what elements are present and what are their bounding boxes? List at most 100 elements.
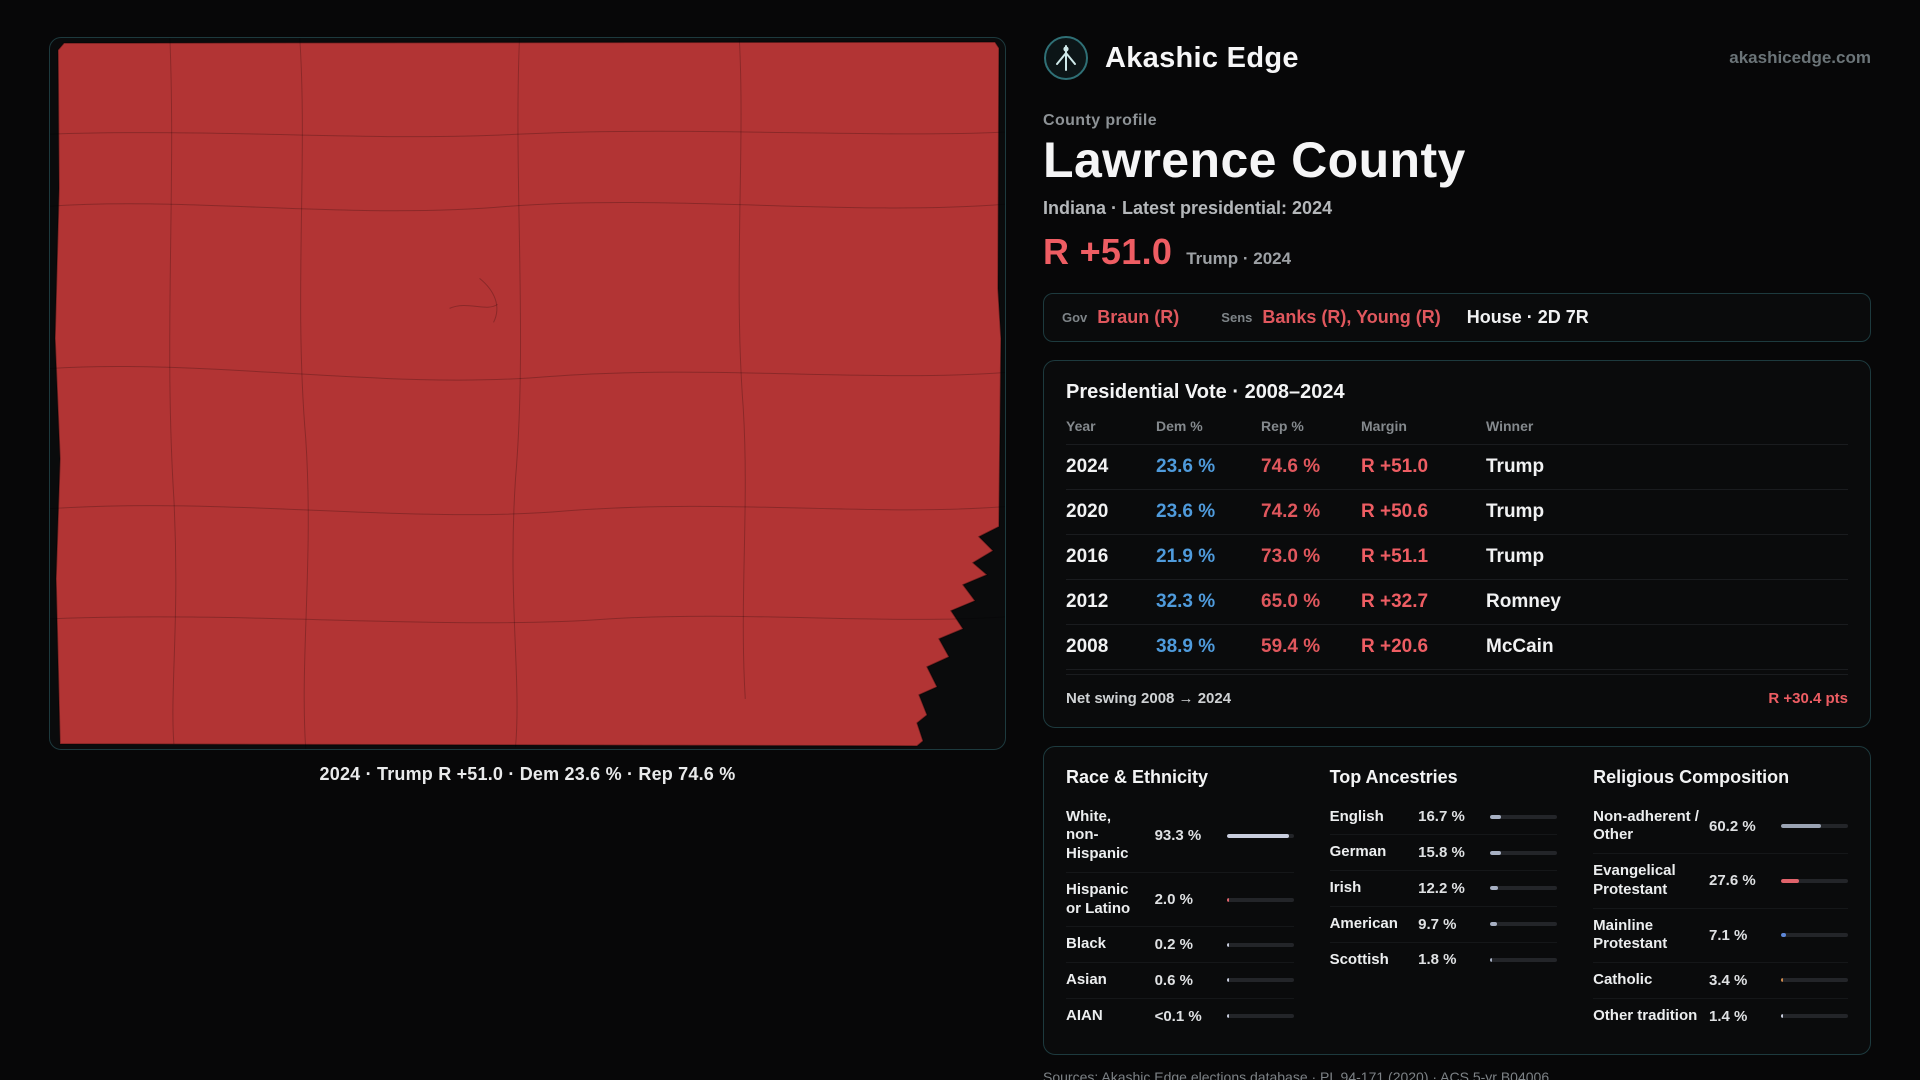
cell-dem: 21.9 % [1156,545,1216,567]
cell-margin: R +32.7 [1361,590,1429,612]
stat-bar [1490,922,1558,927]
cell-winner: McCain [1486,635,1554,657]
ancestries-column: Top Ancestries English 16.7 % German 15.… [1329,766,1558,1034]
eyebrow-county-profile: County profile [1043,112,1158,129]
stat-bar [1226,942,1294,947]
col-year: Year [1066,417,1096,434]
demo-row: Evangelical Protestant 27.6 % [1593,854,1848,909]
col-rep: Rep % [1261,417,1304,434]
demo-row: White, non-Hispanic 93.3 % [1066,800,1294,873]
cell-year: 2020 [1066,500,1109,522]
stat-bar [1226,978,1294,983]
sens-value: Banks (R), Young (R) [1262,306,1441,327]
vote-row: 2020 23.6 % 74.2 % R +50.6 Trump [1066,490,1848,535]
demo-row: Non-adherent / Other 60.2 % [1593,800,1848,854]
cell-winner: Trump [1486,545,1545,567]
stat-bar [1781,1014,1848,1019]
stat-bar [1781,824,1848,829]
officials-strip: Gov Braun (R) Sens Banks (R), Young (R) … [1043,292,1871,342]
cell-year: 2008 [1066,635,1109,657]
stat-bar [1490,886,1558,891]
sens-label: Sens [1221,309,1253,325]
sources-block: Sources: Akashic Edge elections database… [1043,1067,1871,1080]
col-winner: Winner [1486,417,1534,434]
col-margin: Margin [1361,417,1407,434]
county-subtitle: Indiana · Latest presidential: 2024 [1043,197,1333,218]
presidential-vote-card: Presidential Vote · 2008–2024 Year Dem %… [1043,359,1871,728]
gov-label: Gov [1062,309,1088,325]
vote-table-header: Year Dem % Rep % Margin Winner [1066,418,1848,445]
vote-row: 2024 23.6 % 74.6 % R +51.0 Trump [1066,445,1848,490]
precinct-lines [50,38,1005,749]
headline-margin-value: R +51.0 [1043,230,1173,272]
stat-bar [1226,833,1294,838]
county-profile-panel: Akashic Edge akashicedge.com County prof… [1043,30,1871,1080]
religion-title: Religious Composition [1593,766,1790,787]
demo-row: English 16.7 % [1329,800,1558,836]
brand-header: Akashic Edge akashicedge.com [1043,30,1871,86]
house-summary: House · 2D 7R [1466,306,1589,327]
vote-row: 2008 38.9 % 59.4 % R +20.6 McCain [1066,625,1848,670]
demo-row: Scottish 1.8 % [1330,943,1558,978]
demographics-card: Race & Ethnicity White, non-Hispanic 93.… [1043,745,1871,1055]
demo-row: Asian 0.6 % [1066,963,1294,999]
demo-row: Hispanic or Latino 2.0 % [1066,873,1294,928]
cell-margin: R +51.0 [1361,455,1429,477]
cell-year: 2024 [1066,455,1109,477]
stat-bar [1490,850,1558,855]
cell-year: 2012 [1066,590,1109,612]
demo-row: AIAN <0.1 % [1066,999,1294,1034]
cell-winner: Romney [1486,590,1561,612]
cell-dem: 23.6 % [1156,500,1216,522]
cell-dem: 32.3 % [1156,590,1216,612]
net-swing-value: R +30.4 pts [1768,689,1848,707]
ancestries-title: Top Ancestries [1329,766,1458,787]
stat-bar [1226,1014,1294,1019]
col-dem: Dem % [1156,417,1203,434]
page-title: Lawrence County [1043,132,1466,188]
race-ethnicity-column: Race & Ethnicity White, non-Hispanic 93.… [1066,767,1294,1034]
cell-margin: R +51.1 [1361,545,1429,567]
demo-row: Irish 12.2 % [1329,871,1558,907]
demo-row: Mainline Protestant 7.1 % [1593,909,1848,963]
net-swing-row: Net swing 2008 → 2024 R +30.4 pts [1066,673,1848,707]
demo-row: German 15.8 % [1329,835,1558,871]
gov-value: Braun (R) [1097,306,1180,327]
brand-domain-link[interactable]: akashicedge.com [1729,48,1871,67]
headline-margin-context: Trump · 2024 [1186,248,1292,268]
cell-rep: 59.4 % [1261,635,1321,657]
stat-bar [1490,957,1558,962]
county-map[interactable] [50,38,1005,749]
religion-column: Religious Composition Non-adherent / Oth… [1593,767,1848,1034]
stat-bar [1490,814,1558,819]
vote-row: 2016 21.9 % 73.0 % R +51.1 Trump [1066,535,1848,580]
county-shape[interactable] [54,41,1002,747]
cell-margin: R +20.6 [1361,635,1429,657]
stat-bar [1781,933,1848,938]
cell-margin: R +50.6 [1361,500,1429,522]
race-ethnicity-title: Race & Ethnicity [1066,766,1209,787]
county-map-panel [49,37,1006,750]
demo-row: American 9.7 % [1329,907,1558,943]
demo-row: Black 0.2 % [1066,927,1294,963]
stat-bar [1226,897,1294,902]
net-swing-label: Net swing 2008 → 2024 [1066,689,1232,707]
brand-title: Akashic Edge [1105,41,1299,74]
stat-bar [1781,978,1848,983]
cell-rep: 74.2 % [1261,500,1321,522]
cell-winner: Trump [1486,500,1545,522]
cell-rep: 73.0 % [1261,545,1321,567]
cell-dem: 23.6 % [1156,455,1216,477]
headline-margin-row: R +51.0 Trump · 2024 [1043,231,1871,273]
demo-row: Catholic 3.4 % [1593,963,1848,999]
demo-row: Other tradition 1.4 % [1593,999,1848,1034]
sources-line: Sources: Akashic Edge elections database… [1043,1068,1550,1080]
cell-rep: 65.0 % [1261,590,1321,612]
akashic-edge-logo-icon[interactable] [1043,35,1089,81]
vote-card-title: Presidential Vote · 2008–2024 [1066,380,1345,403]
cell-winner: Trump [1486,455,1545,477]
cell-rep: 74.6 % [1261,455,1321,477]
map-caption: 2024 · Trump R +51.0 · Dem 23.6 % · Rep … [319,764,736,784]
cell-year: 2016 [1066,545,1109,567]
stat-bar [1781,878,1848,883]
